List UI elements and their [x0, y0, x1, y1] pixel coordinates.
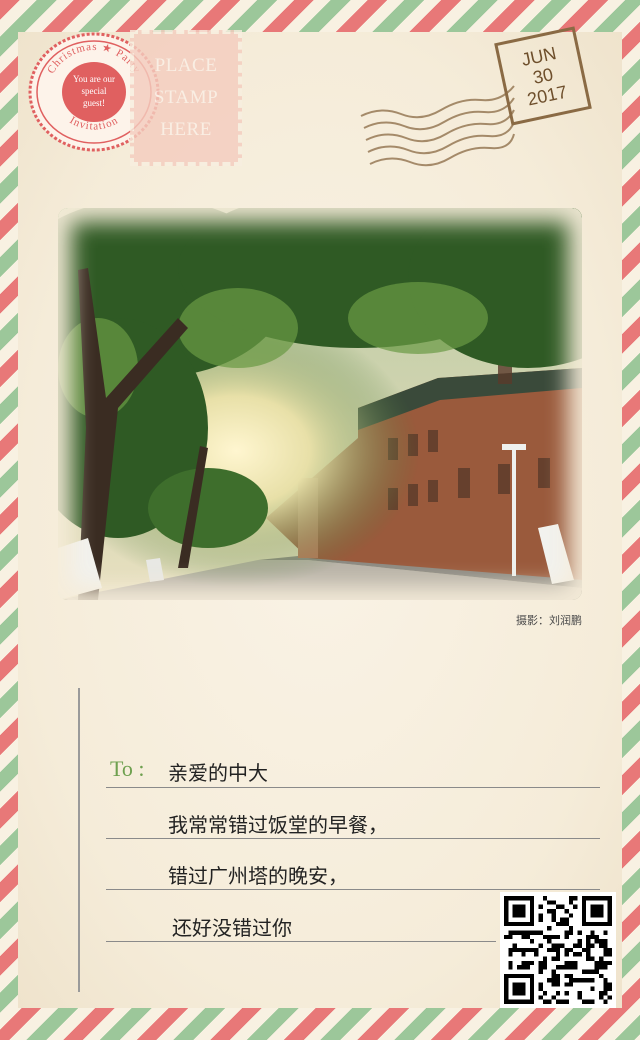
postmark-waves-icon — [360, 85, 515, 167]
letter-line-1: 我常常错过饭堂的早餐， — [168, 813, 388, 837]
to-label: To : — [110, 756, 145, 781]
place-stamp-box: PLACE STAMP HERE — [130, 30, 242, 166]
greeting-text: 亲爱的中大 — [168, 761, 268, 785]
seal-line-3: guest! — [83, 98, 105, 108]
letter-rule-3 — [106, 889, 600, 890]
date-year: 2017 — [525, 81, 569, 110]
margin-line — [78, 688, 80, 992]
qr-code-icon — [504, 896, 612, 1004]
stamp-line-1: PLACE — [154, 55, 218, 76]
seal-bottom-text: Invitation — [67, 114, 119, 132]
qr-code[interactable] — [500, 892, 616, 1008]
photo-credit: 摄影：刘润鹏 — [516, 614, 582, 627]
letter-line-2: 错过广州塔的晚安， — [168, 864, 348, 888]
stamp-line-3: HERE — [160, 119, 212, 140]
stamp-line-2: STAMP — [153, 87, 219, 108]
letter-line-3: 还好没错过你 — [172, 916, 292, 940]
letter-rule-4 — [106, 941, 496, 942]
letter-rule-1 — [106, 787, 600, 788]
svg-text:Invitation: Invitation — [67, 114, 120, 132]
letter-rule-2 — [106, 838, 600, 839]
campus-photo — [58, 208, 582, 600]
seal-line-1: You are our — [73, 74, 115, 84]
seal-line-2: special — [82, 86, 107, 96]
date-postmark: JUN 30 2017 — [494, 26, 592, 126]
